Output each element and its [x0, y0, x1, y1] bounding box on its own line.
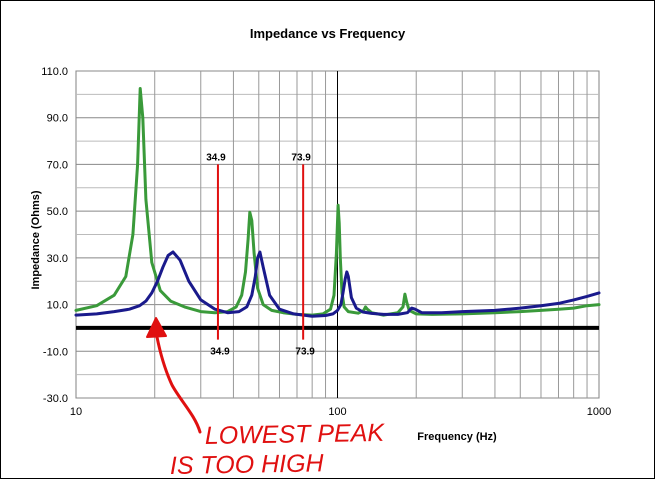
marker-group: 34.9 34.9 73.9 73.9	[206, 152, 315, 357]
y-tick-label: -30.0	[43, 393, 68, 405]
series-line-2	[74, 250, 601, 318]
annotation-arrow	[153, 326, 202, 434]
x-tick-label: 100	[328, 406, 346, 418]
marker-label-bottom-2: 73.9	[295, 347, 315, 358]
chart-title: Impedance vs Frequency	[249, 26, 406, 41]
marker-label-bottom-1: 34.9	[210, 347, 230, 358]
y-tick-labels: 110.0 90.0 70.0 50.0 30.0 10.0 -10.0 -30.0	[41, 66, 68, 405]
y-tick-label: 70.0	[47, 159, 68, 171]
x-tick-labels: 10 100 1000	[70, 406, 611, 418]
series-group	[74, 87, 601, 318]
y-tick-label: -10.0	[43, 346, 68, 358]
y-tick-label: 30.0	[47, 253, 68, 265]
x-axis-label: Frequency (Hz)	[417, 431, 497, 443]
x-tick-label: 10	[70, 406, 82, 418]
annotation-arrowhead	[146, 317, 167, 338]
marker-label-top-2: 73.9	[291, 152, 311, 163]
y-tick-label: 10.0	[47, 300, 68, 312]
annotation-line-1: LOWEST PEAK	[205, 419, 386, 450]
y-tick-label: 110.0	[41, 66, 68, 78]
x-tick-label: 1000	[587, 406, 611, 418]
handwritten-annotation: LOWEST PEAK IS TOO HIGH	[146, 317, 386, 479]
y-tick-label: 50.0	[47, 206, 68, 218]
marker-label-top-1: 34.9	[206, 152, 226, 163]
y-axis-label: Impedance (Ohms)	[30, 190, 42, 289]
y-tick-label: 90.0	[47, 113, 68, 125]
annotation-line-2: IS TOO HIGH	[170, 449, 325, 479]
